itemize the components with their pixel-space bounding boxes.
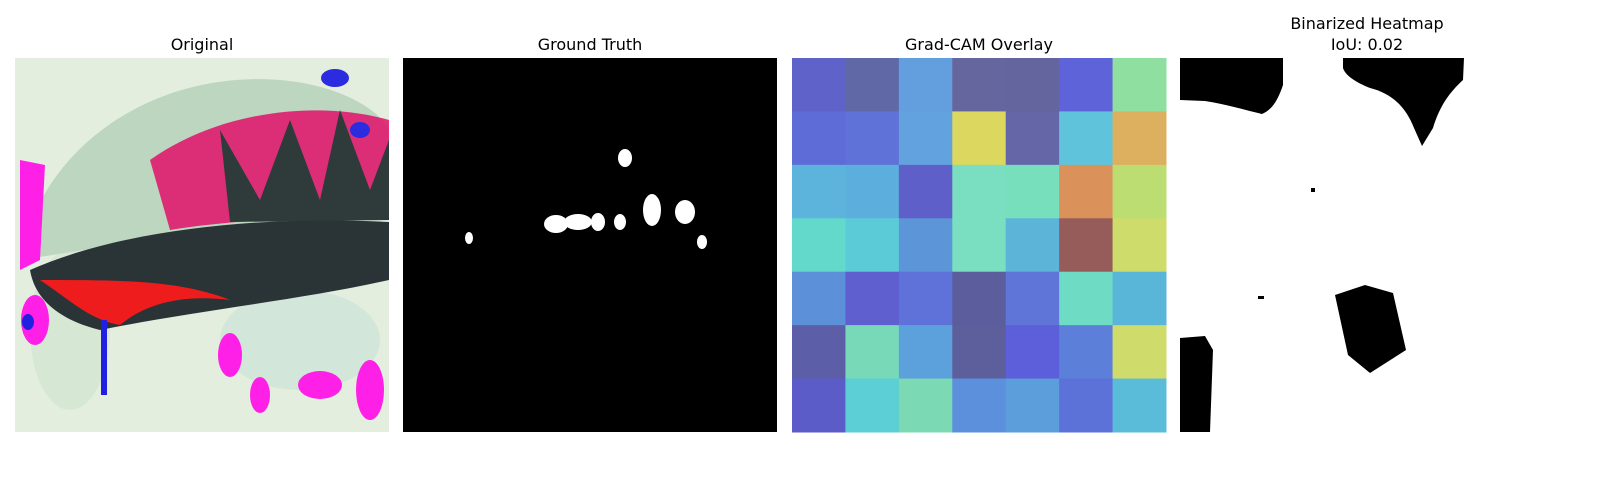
heatmap-blob (1258, 296, 1264, 299)
gradcam-cell (898, 325, 953, 380)
gradcam-cell (845, 378, 900, 433)
gradcam-cell (845, 325, 900, 380)
gradcam-cell (898, 164, 953, 219)
mask-blob (614, 214, 626, 230)
gradcam-cell (1059, 218, 1114, 273)
gradcam-cell (1005, 218, 1060, 273)
gradcam-cell (1112, 325, 1167, 380)
gradcam-cell (792, 325, 846, 380)
gradcam-cell (845, 58, 900, 112)
gradcam-cell (1059, 58, 1114, 112)
gradcam-cell (1112, 378, 1167, 433)
gradcam-cell (792, 218, 846, 273)
gradcam-cell (1059, 271, 1114, 326)
ground-truth-mask (403, 58, 777, 432)
binarized-heatmap (1180, 58, 1554, 432)
gradcam-cell (845, 271, 900, 326)
red-spots (40, 280, 230, 325)
mask-blob (697, 235, 707, 249)
gradcam-cell (952, 58, 1007, 112)
gradcam-cell (952, 111, 1007, 166)
heatmap-blob (1343, 58, 1464, 146)
background-leaf (220, 290, 380, 390)
mask-blob (465, 232, 473, 244)
mask-blob (564, 214, 592, 230)
heatmap-blob (1180, 336, 1213, 432)
gradcam-cell (792, 378, 846, 433)
magenta-spot (21, 295, 49, 345)
heatmap-blob (1180, 58, 1283, 114)
gradcam-cell (1005, 58, 1060, 112)
gradcam-cell (898, 218, 953, 273)
gradcam-cell (1005, 378, 1060, 433)
gradcam-cell (1059, 164, 1114, 219)
gradcam-cell (1112, 271, 1167, 326)
panel-subtitle: IoU: 0.02 (1331, 35, 1403, 54)
gradcam-overlay (792, 58, 1167, 433)
gradcam-cell (792, 58, 846, 112)
magenta-spot (218, 333, 242, 377)
gradcam-cell (952, 164, 1007, 219)
gradcam-cell (1112, 58, 1167, 112)
gradcam-cell (898, 378, 953, 433)
gradcam-cell (1112, 218, 1167, 273)
magenta-spot (298, 371, 342, 399)
gradcam-cell (845, 111, 900, 166)
gradcam-cell (792, 271, 846, 326)
mask-blob (544, 215, 568, 233)
magenta-spot (356, 360, 384, 420)
gradcam-cell (845, 218, 900, 273)
gradcam-cell (792, 111, 846, 166)
gradcam-cell (952, 271, 1007, 326)
mask-background (403, 58, 777, 432)
gradcam-cell (898, 58, 953, 112)
mask-blob (675, 200, 695, 224)
blue-stem (101, 320, 107, 395)
gradcam-cell (1005, 111, 1060, 166)
gradcam-cell (1005, 325, 1060, 380)
magenta-spot (250, 377, 270, 413)
gradcam-cell (952, 378, 1007, 433)
mask-blob (591, 213, 605, 231)
original-image (15, 58, 389, 432)
mask-blob (618, 149, 632, 167)
heatmap-background (1180, 58, 1554, 432)
gradcam-cell (898, 271, 953, 326)
gradcam-cell (792, 164, 846, 219)
heatmap-blob (1311, 188, 1315, 192)
gradcam-cell (1005, 271, 1060, 326)
gradcam-cell (898, 111, 953, 166)
magenta-region (20, 160, 45, 270)
gradcam-cell (1059, 111, 1114, 166)
dark-vein-region (220, 110, 389, 222)
gradcam-cell (952, 325, 1007, 380)
heatmap-blob (1335, 285, 1406, 373)
blue-spot (321, 69, 349, 87)
gradcam-cell (1059, 378, 1114, 433)
mask-blob (643, 194, 661, 226)
gradcam-cell (1112, 111, 1167, 166)
gradcam-cell (1005, 164, 1060, 219)
gradcam-cell (952, 218, 1007, 273)
blue-spot (22, 314, 34, 330)
gradcam-cell (845, 164, 900, 219)
blue-spot (350, 122, 370, 138)
panel-title: Original (171, 35, 234, 54)
panel-title: Binarized Heatmap (1290, 14, 1443, 33)
panel-title: Ground Truth (538, 35, 643, 54)
panel-title: Grad-CAM Overlay (905, 35, 1053, 54)
gradcam-cell (1112, 164, 1167, 219)
gradcam-cell (1059, 325, 1114, 380)
